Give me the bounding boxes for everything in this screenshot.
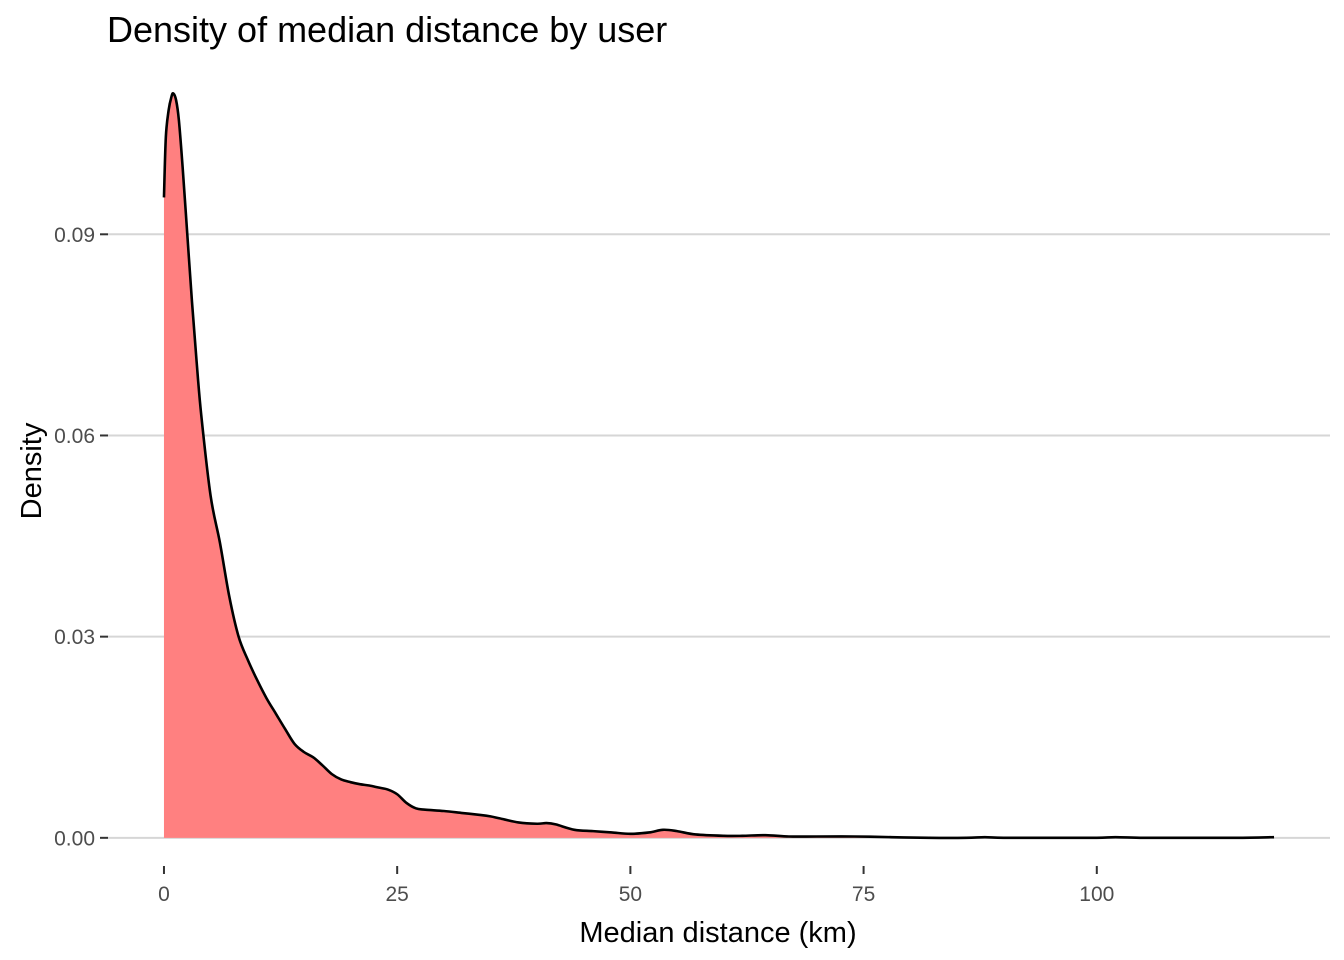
x-axis: 0 25 50 75 100 xyxy=(158,866,1114,906)
chart-title: Density of median distance by user xyxy=(107,9,667,50)
y-tick-label: 0.00 xyxy=(54,827,95,850)
density-line xyxy=(162,92,1275,840)
x-tick-label: 50 xyxy=(619,883,642,906)
density-area xyxy=(163,93,1275,838)
density-area-layer xyxy=(162,92,1275,840)
y-tick-label: 0.03 xyxy=(54,626,95,649)
y-axis: 0.00 0.03 0.06 0.09 xyxy=(54,224,108,850)
x-tick-label: 75 xyxy=(852,883,875,906)
x-axis-title: Median distance (km) xyxy=(579,917,856,949)
y-axis-title: Density xyxy=(16,422,48,519)
x-tick-label: 100 xyxy=(1079,883,1114,906)
y-tick-label: 0.06 xyxy=(54,425,95,448)
x-tick-label: 25 xyxy=(385,883,408,906)
x-tick-label: 0 xyxy=(158,883,170,906)
y-tick-label: 0.09 xyxy=(54,224,95,247)
